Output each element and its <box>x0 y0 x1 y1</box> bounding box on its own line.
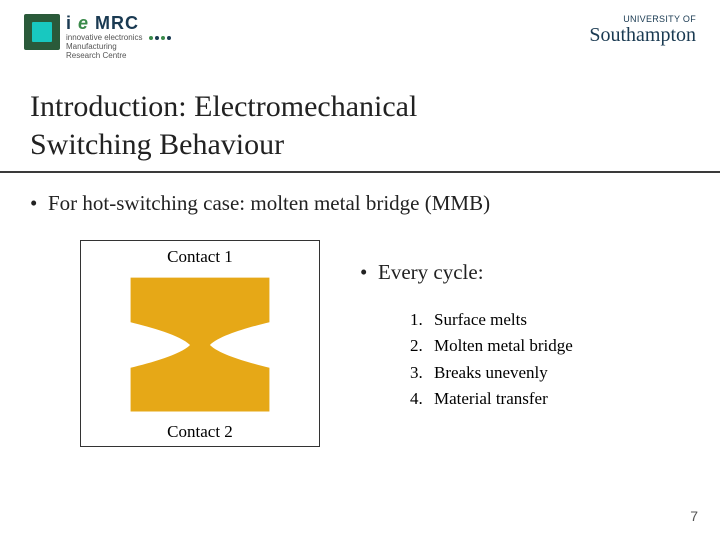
southampton-logo: UNIVERSITY OF Southampton <box>589 14 696 47</box>
diagram-column: Contact 1 Contact 2 <box>80 240 320 447</box>
cycle-list: 1.Surface melts 2.Molten metal bridge 3.… <box>360 307 573 412</box>
soton-prefix: UNIVERSITY OF <box>589 14 696 24</box>
slide-header: i e MRC innovative electronics Manufactu… <box>0 0 720 78</box>
main-bullet: For hot-switching case: molten metal bri… <box>30 191 690 216</box>
iemrc-title: i e MRC <box>66 14 171 32</box>
list-item: 1.Surface melts <box>410 307 573 333</box>
mmb-shape-icon <box>81 267 319 422</box>
title-block: Introduction: Electromechanical Switchin… <box>0 78 720 173</box>
soton-name: Southampton <box>589 24 696 47</box>
chip-icon <box>24 14 60 50</box>
text-column: Every cycle: 1.Surface melts 2.Molten me… <box>360 240 573 412</box>
diagram-label-bottom: Contact 2 <box>81 422 319 442</box>
slide-content: For hot-switching case: molten metal bri… <box>0 173 720 447</box>
contact-diagram: Contact 1 Contact 2 <box>80 240 320 447</box>
list-item: 3.Breaks unevenly <box>410 360 573 386</box>
iemrc-subtitle: innovative electronics Manufacturing Res… <box>66 34 171 60</box>
iemrc-logo: i e MRC innovative electronics Manufactu… <box>24 14 171 60</box>
every-cycle-bullet: Every cycle: <box>360 260 573 285</box>
page-number: 7 <box>690 508 698 524</box>
diagram-label-top: Contact 1 <box>81 247 319 267</box>
list-item: 2.Molten metal bridge <box>410 333 573 359</box>
list-item: 4.Material transfer <box>410 386 573 412</box>
slide-title: Introduction: Electromechanical Switchin… <box>30 88 690 163</box>
